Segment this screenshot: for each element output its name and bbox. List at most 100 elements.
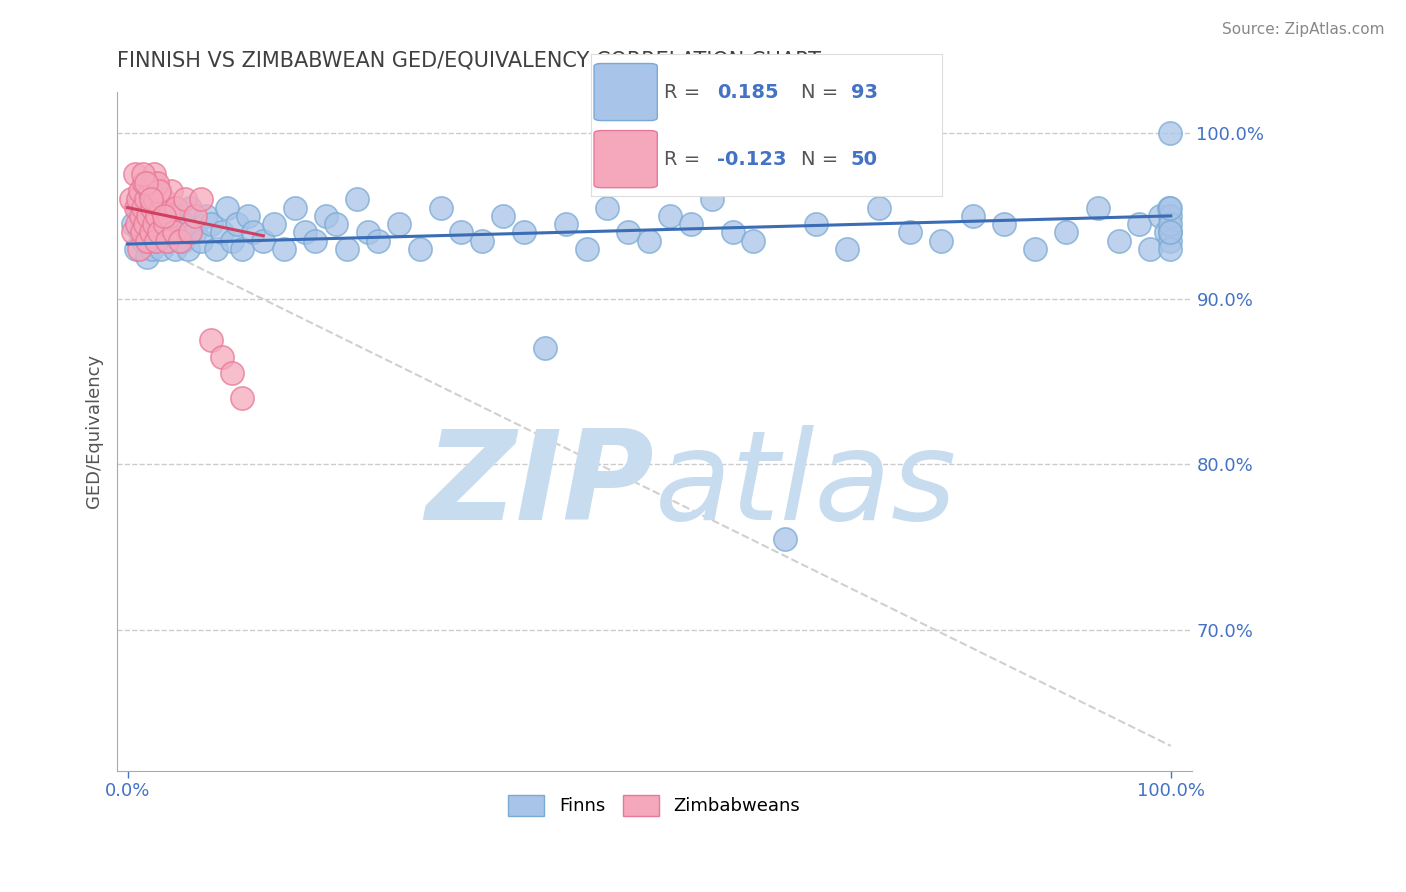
Point (929, 234, 952, 248)
Text: N =: N = (801, 83, 845, 102)
Point (184, 226, 207, 240)
Point (211, 350, 233, 364)
Point (163, 242, 186, 256)
Point (121, 217, 143, 231)
Point (139, 226, 162, 240)
Point (325, 217, 347, 231)
Point (148, 184, 170, 198)
Text: R =: R = (664, 150, 707, 169)
Point (1159, 234, 1181, 248)
Point (252, 234, 274, 248)
Point (148, 217, 170, 231)
Point (125, 217, 148, 231)
Point (575, 242, 598, 256)
Point (679, 217, 702, 231)
Point (157, 234, 180, 248)
Point (145, 201, 167, 215)
Point (346, 192, 368, 206)
Point (200, 217, 222, 231)
Text: ZIP: ZIP (426, 425, 654, 546)
Point (145, 234, 167, 248)
Point (157, 209, 180, 223)
Point (194, 209, 217, 223)
Y-axis label: GED/Equivalency: GED/Equivalency (86, 354, 103, 508)
Point (1054, 226, 1077, 240)
Legend: Finns, Zimbabweans: Finns, Zimbabweans (501, 788, 807, 822)
Point (146, 209, 169, 223)
Point (1157, 201, 1180, 215)
Point (127, 201, 149, 215)
Point (1128, 217, 1150, 231)
Point (179, 226, 201, 240)
Text: FINNISH VS ZIMBABWEAN GED/EQUIVALENCY CORRELATION CHART: FINNISH VS ZIMBABWEAN GED/EQUIVALENCY CO… (117, 51, 821, 70)
Point (1159, 242, 1181, 256)
Point (146, 234, 169, 248)
Point (638, 234, 661, 248)
Point (1108, 234, 1130, 248)
Point (388, 217, 411, 231)
Point (356, 226, 378, 240)
Point (617, 226, 640, 240)
Point (162, 226, 184, 240)
Point (138, 217, 160, 231)
Point (659, 209, 682, 223)
Point (146, 184, 169, 198)
Point (534, 342, 557, 356)
Point (993, 217, 1015, 231)
Point (142, 168, 165, 182)
Point (190, 192, 212, 206)
Point (231, 391, 253, 405)
Point (1154, 226, 1177, 240)
Point (263, 217, 285, 231)
Point (221, 234, 243, 248)
Point (1159, 209, 1181, 223)
Point (315, 209, 337, 223)
Point (1159, 217, 1181, 231)
Point (132, 234, 155, 248)
Point (132, 201, 155, 215)
Point (142, 226, 165, 240)
Point (336, 242, 359, 256)
Text: Source: ZipAtlas.com: Source: ZipAtlas.com (1222, 22, 1385, 37)
Point (1159, 226, 1181, 240)
Point (1159, 201, 1181, 215)
Point (134, 209, 156, 223)
Point (135, 176, 157, 190)
Point (127, 192, 149, 206)
Point (132, 168, 155, 182)
Point (121, 226, 143, 240)
Point (135, 192, 157, 206)
Point (429, 201, 451, 215)
Point (153, 209, 176, 223)
Point (131, 226, 153, 240)
Point (1139, 242, 1161, 256)
Point (471, 234, 494, 248)
Point (409, 242, 432, 256)
Point (898, 226, 921, 240)
Point (165, 201, 187, 215)
Point (221, 366, 243, 380)
Point (804, 217, 827, 231)
Text: atlas: atlas (654, 425, 956, 546)
Point (160, 217, 183, 231)
Text: 93: 93 (851, 83, 877, 102)
Point (596, 201, 619, 215)
Point (1159, 126, 1181, 140)
Point (169, 234, 191, 248)
Point (136, 234, 159, 248)
Point (169, 226, 191, 240)
Point (226, 217, 249, 231)
Point (773, 532, 796, 546)
Point (156, 226, 179, 240)
Point (304, 234, 326, 248)
Point (129, 209, 152, 223)
Point (136, 250, 159, 264)
Point (139, 192, 162, 206)
Point (1087, 201, 1109, 215)
Point (142, 217, 165, 231)
Point (120, 192, 142, 206)
Point (150, 242, 173, 256)
Point (242, 226, 264, 240)
Point (142, 176, 165, 190)
Point (700, 192, 723, 206)
